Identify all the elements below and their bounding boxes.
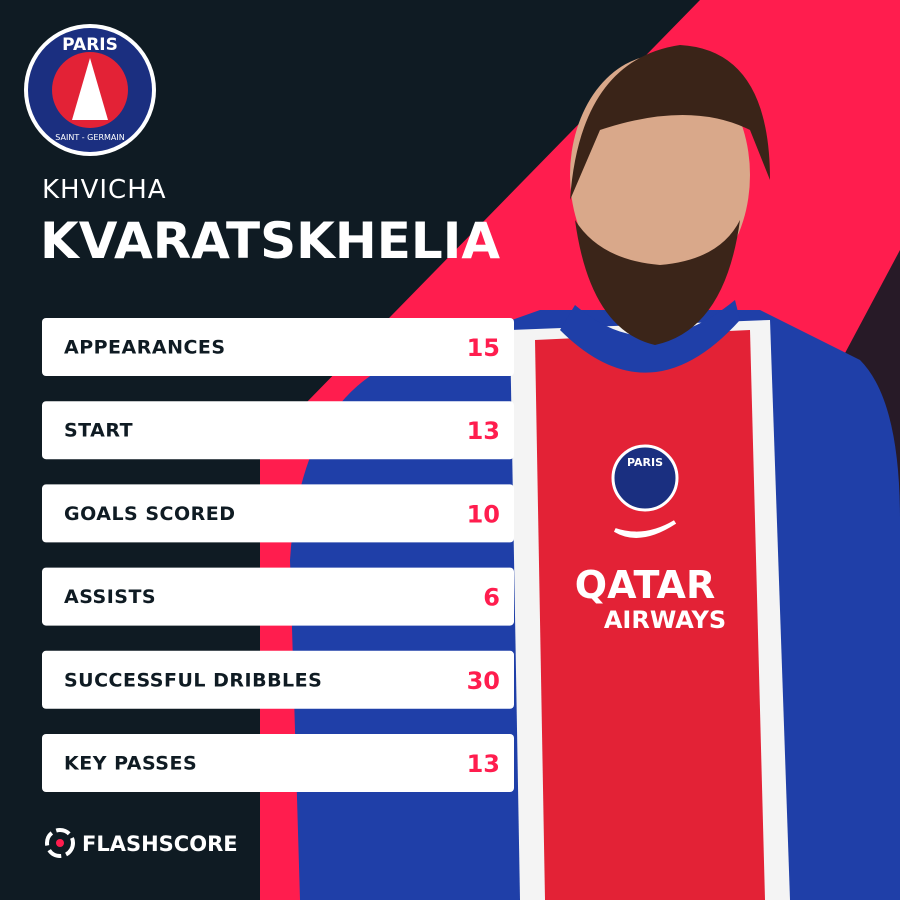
brand-logo: FLASHSCORE <box>45 828 238 858</box>
first-name: KHVICHA <box>42 175 167 205</box>
stat-row <box>42 318 514 376</box>
brand: FLASHSCORE <box>82 832 238 856</box>
stat-value: 13 <box>467 417 500 445</box>
stat-value: 6 <box>483 584 500 612</box>
stat-label: ASSISTS <box>64 586 156 608</box>
stat-row <box>42 734 514 792</box>
stat-value: 15 <box>467 334 500 362</box>
logo-text: PARIS <box>62 35 118 55</box>
stat-label: START <box>64 420 133 442</box>
stat-row <box>42 567 514 626</box>
last-name: KVARATSKHELIA <box>40 212 500 270</box>
stat-label: GOALS SCORED <box>64 503 236 525</box>
stat-label: APPEARANCES <box>64 337 226 359</box>
stat-value: 30 <box>467 667 500 695</box>
stat-value: 10 <box>467 500 500 528</box>
stat-label: KEY PASSES <box>64 753 197 775</box>
logo-text: SAINT - GERMAIN <box>55 133 124 142</box>
shirt-sponsor: AIRWAYS <box>604 606 726 634</box>
stat-label: SUCCESSFUL DRIBBLES <box>64 669 322 691</box>
stat-row <box>42 484 514 543</box>
shirt-sponsor: QATAR <box>575 563 715 607</box>
stat-row <box>42 650 514 709</box>
stat-row <box>42 401 514 460</box>
stats-list: APPEARANCES 15 START 13 GOALS SCORED 10 ASSIST… <box>42 318 514 792</box>
shirt-crest: PARIS <box>627 456 663 469</box>
club-logo: PARIS SAINT - GERMAIN <box>24 24 156 156</box>
stat-value: 13 <box>467 750 500 778</box>
